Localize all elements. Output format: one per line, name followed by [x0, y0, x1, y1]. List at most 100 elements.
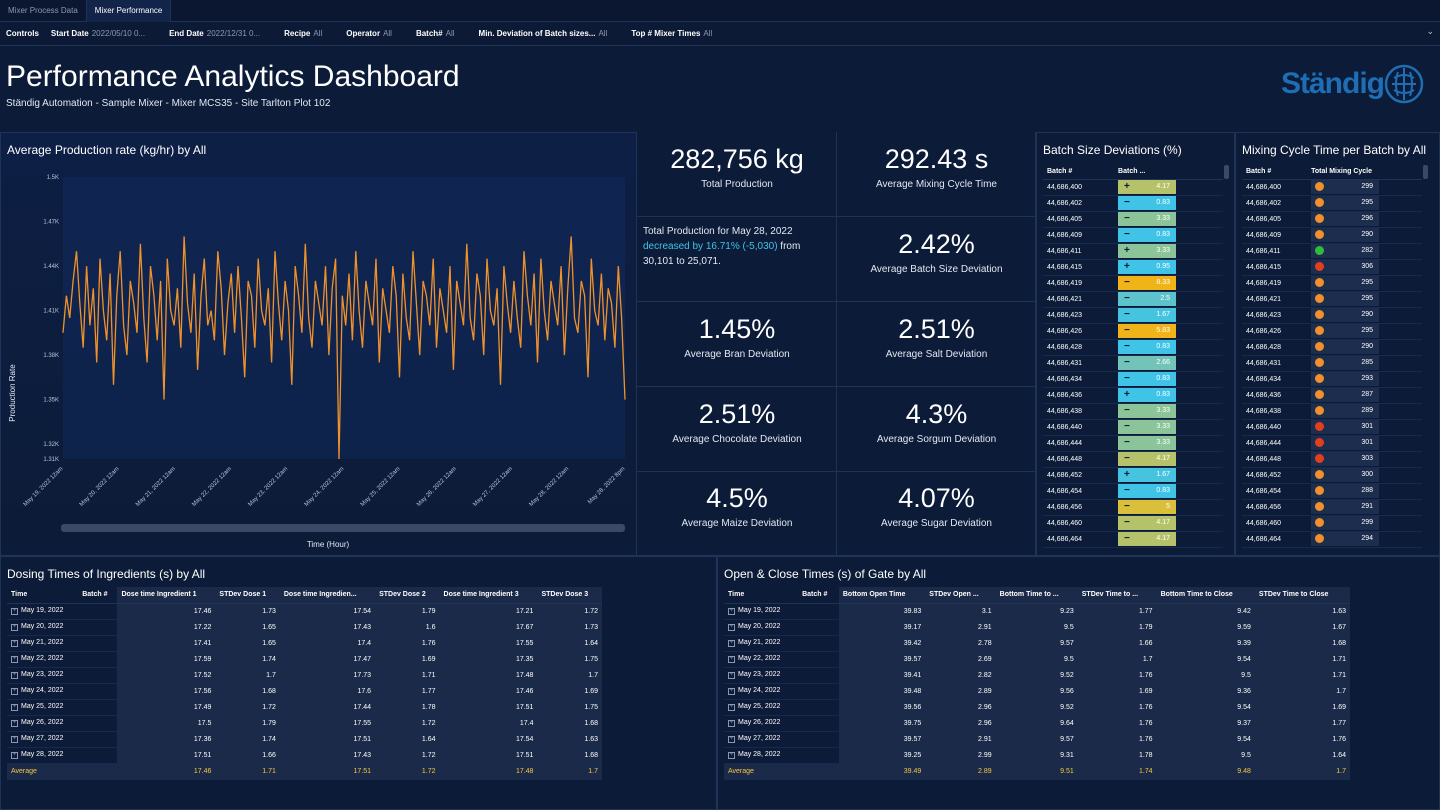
- table-row[interactable]: 44,686,456−5: [1043, 499, 1223, 516]
- kpi-sorgum-deviation[interactable]: 4.3% Average Sorgum Deviation: [876, 399, 997, 445]
- control-batch[interactable]: Batch# All: [415, 29, 455, 38]
- kpi-salt-deviation[interactable]: 2.51% Average Salt Deviation: [885, 314, 988, 360]
- column-header[interactable]: Dose time Ingredien...: [279, 587, 376, 604]
- column-header[interactable]: Bottom Time to ...: [995, 587, 1078, 604]
- kpi-chocolate-deviation[interactable]: 2.51% Average Chocolate Deviation: [672, 399, 802, 445]
- table-row[interactable]: + May 22, 2022 39.57 2.69 9.5 1.7 9.54 1.71: [724, 651, 1350, 668]
- table-row[interactable]: + May 20, 2022 17.22 1.65 17.43 1.6 17.67 1.73: [7, 619, 602, 636]
- column-header[interactable]: Bottom Open Time: [838, 587, 926, 604]
- table-row[interactable]: + May 22, 2022 17.59 1.74 17.47 1.69 17.35 1.75: [7, 651, 602, 668]
- table-row[interactable]: + May 23, 2022 17.52 1.7 17.73 1.71 17.48 1.7: [7, 667, 602, 684]
- column-header[interactable]: STDev Dose 2: [375, 587, 440, 604]
- table-row[interactable]: + May 21, 2022 17.41 1.65 17.4 1.76 17.55 1.64: [7, 635, 602, 652]
- table-row[interactable]: + May 28, 2022 39.25 2.99 9.31 1.78 9.5 1.64: [724, 747, 1350, 764]
- table-row[interactable]: 44,686,434− 0.83: [1043, 371, 1223, 388]
- table-row[interactable]: 44,686,440− 3.33: [1043, 419, 1223, 436]
- expand-icon[interactable]: +: [11, 656, 18, 663]
- control-min-deviation[interactable]: Min. Deviation of Batch sizes... All: [478, 29, 608, 38]
- chevron-down-icon[interactable]: ⌄: [1426, 26, 1434, 36]
- table-row[interactable]: 44,686,431− 2.66: [1043, 355, 1223, 372]
- controls-label[interactable]: Controls: [6, 29, 39, 38]
- table-row[interactable]: 44,686,405 296: [1242, 211, 1422, 228]
- expand-icon[interactable]: +: [11, 736, 18, 743]
- expand-icon[interactable]: +: [728, 736, 735, 743]
- table-row[interactable]: 44,686,444 301: [1242, 435, 1422, 452]
- expand-icon[interactable]: +: [728, 624, 735, 631]
- table-row[interactable]: 44,686,436 287: [1242, 387, 1422, 404]
- table-row[interactable]: + May 21, 2022 39.42 2.78 9.57 1.66 9.39 1.68: [724, 635, 1350, 652]
- table-row[interactable]: 44,686,400 +4.17: [1043, 179, 1223, 196]
- tab-mixer-performance[interactable]: Mixer Performance: [86, 0, 172, 22]
- column-header[interactable]: Batch #: [798, 587, 839, 604]
- table-row[interactable]: 44,686,400 299: [1242, 179, 1422, 196]
- table-scrollbar[interactable]: [1423, 165, 1428, 179]
- table-row[interactable]: + May 27, 2022 17.36 1.74 17.51 1.64 17.54 1.63: [7, 731, 602, 748]
- table-row[interactable]: 44,686,409 290: [1242, 227, 1422, 244]
- table-row[interactable]: + May 19, 2022 17.46 1.73 17.54 1.79 17.21 1.72: [7, 603, 602, 620]
- table-row[interactable]: 44,686,454 288: [1242, 483, 1422, 500]
- control-operator[interactable]: Operator All: [346, 29, 392, 38]
- control-start-date[interactable]: Start Date 2022/05/10 0...: [50, 29, 146, 38]
- table-row[interactable]: 44,686,421 295: [1242, 291, 1422, 308]
- table-row[interactable]: + May 24, 2022 17.56 1.68 17.6 1.77 17.46 1.69: [7, 683, 602, 700]
- table-row[interactable]: 44,686,411 +3.33: [1043, 243, 1223, 260]
- expand-icon[interactable]: +: [728, 640, 735, 647]
- table-row[interactable]: 44,686,409− 0.83: [1043, 227, 1223, 244]
- column-header[interactable]: STDev Time to Close: [1254, 587, 1350, 604]
- expand-icon[interactable]: +: [11, 672, 18, 679]
- column-header[interactable]: Batch #: [1043, 165, 1115, 180]
- table-row[interactable]: 44,686,405− 3.33: [1043, 211, 1223, 228]
- table-row[interactable]: 44,686,440 301: [1242, 419, 1422, 436]
- table-row[interactable]: 44,686,454− 0.83: [1043, 483, 1223, 500]
- column-header[interactable]: Time: [7, 587, 79, 604]
- column-header[interactable]: Dose time Ingredient 3: [439, 587, 538, 604]
- table-row[interactable]: 44,686,464 294: [1242, 531, 1422, 548]
- column-header[interactable]: Batch #: [1242, 165, 1308, 180]
- table-row[interactable]: 44,686,415 306: [1242, 259, 1422, 276]
- table-row[interactable]: 44,686,419 295: [1242, 275, 1422, 292]
- column-header[interactable]: STDev Dose 3: [537, 587, 602, 604]
- kpi-mixing-cycle-time[interactable]: 292.43 s Average Mixing Cycle Time: [876, 144, 997, 190]
- table-row[interactable]: 44,686,434 293: [1242, 371, 1422, 388]
- table-row[interactable]: 44,686,448 303: [1242, 451, 1422, 468]
- expand-icon[interactable]: +: [11, 608, 18, 615]
- expand-icon[interactable]: +: [728, 608, 735, 615]
- expand-icon[interactable]: +: [728, 720, 735, 727]
- control-end-date[interactable]: End Date 2022/12/31 0...: [169, 29, 261, 38]
- expand-icon[interactable]: +: [11, 624, 18, 631]
- column-header[interactable]: Bottom Time to Close: [1156, 587, 1255, 604]
- table-row[interactable]: + May 27, 2022 39.57 2.91 9.57 1.76 9.54 1.76: [724, 731, 1350, 748]
- table-row[interactable]: 44,686,428 290: [1242, 339, 1422, 356]
- table-row[interactable]: 44,686,438 289: [1242, 403, 1422, 420]
- column-header[interactable]: Batch #: [78, 587, 118, 604]
- table-row[interactable]: + May 25, 2022 17.49 1.72 17.44 1.78 17.51 1.75: [7, 699, 602, 716]
- expand-icon[interactable]: +: [11, 640, 18, 647]
- column-header[interactable]: Total Mixing Cycle: [1307, 165, 1422, 180]
- table-row[interactable]: 44,686,431 285: [1242, 355, 1422, 372]
- kpi-batch-size-deviation[interactable]: 2.42% Average Batch Size Deviation: [870, 229, 1003, 275]
- table-row[interactable]: 44,686,438− 3.33: [1043, 403, 1223, 420]
- table-row[interactable]: 44,686,448− 4.17: [1043, 451, 1223, 468]
- tab-mixer-process-data[interactable]: Mixer Process Data: [0, 0, 87, 22]
- control-top-mixer-times[interactable]: Top # Mixer Times All: [631, 29, 713, 38]
- table-row[interactable]: 44,686,452 +1.67: [1043, 467, 1223, 484]
- table-scrollbar[interactable]: [1224, 165, 1229, 179]
- table-row[interactable]: 44,686,428− 0.83: [1043, 339, 1223, 356]
- table-row[interactable]: 44,686,426 295: [1242, 323, 1422, 340]
- table-row[interactable]: 44,686,402− 0.83: [1043, 195, 1223, 212]
- column-header[interactable]: Dose time Ingredient 1: [117, 587, 216, 604]
- table-row[interactable]: + May 28, 2022 17.51 1.66 17.43 1.72 17.51 1.68: [7, 747, 602, 764]
- table-row[interactable]: 44,686,423 290: [1242, 307, 1422, 324]
- expand-icon[interactable]: +: [11, 704, 18, 711]
- table-row[interactable]: + May 26, 2022 39.75 2.96 9.64 1.76 9.37 1.77: [724, 715, 1350, 732]
- expand-icon[interactable]: +: [11, 688, 18, 695]
- expand-icon[interactable]: +: [728, 752, 735, 759]
- expand-icon[interactable]: +: [728, 688, 735, 695]
- kpi-total-production[interactable]: 282,756 kg Total Production: [670, 144, 804, 190]
- table-row[interactable]: 44,686,436 +0.83: [1043, 387, 1223, 404]
- table-row[interactable]: 44,686,464− 4.17: [1043, 531, 1223, 548]
- column-header[interactable]: STDev Time to ...: [1077, 587, 1157, 604]
- table-row[interactable]: + May 24, 2022 39.48 2.89 9.56 1.69 9.36 1.7: [724, 683, 1350, 700]
- table-row[interactable]: + May 20, 2022 39.17 2.91 9.5 1.79 9.59 1.67: [724, 619, 1350, 636]
- expand-icon[interactable]: +: [728, 704, 735, 711]
